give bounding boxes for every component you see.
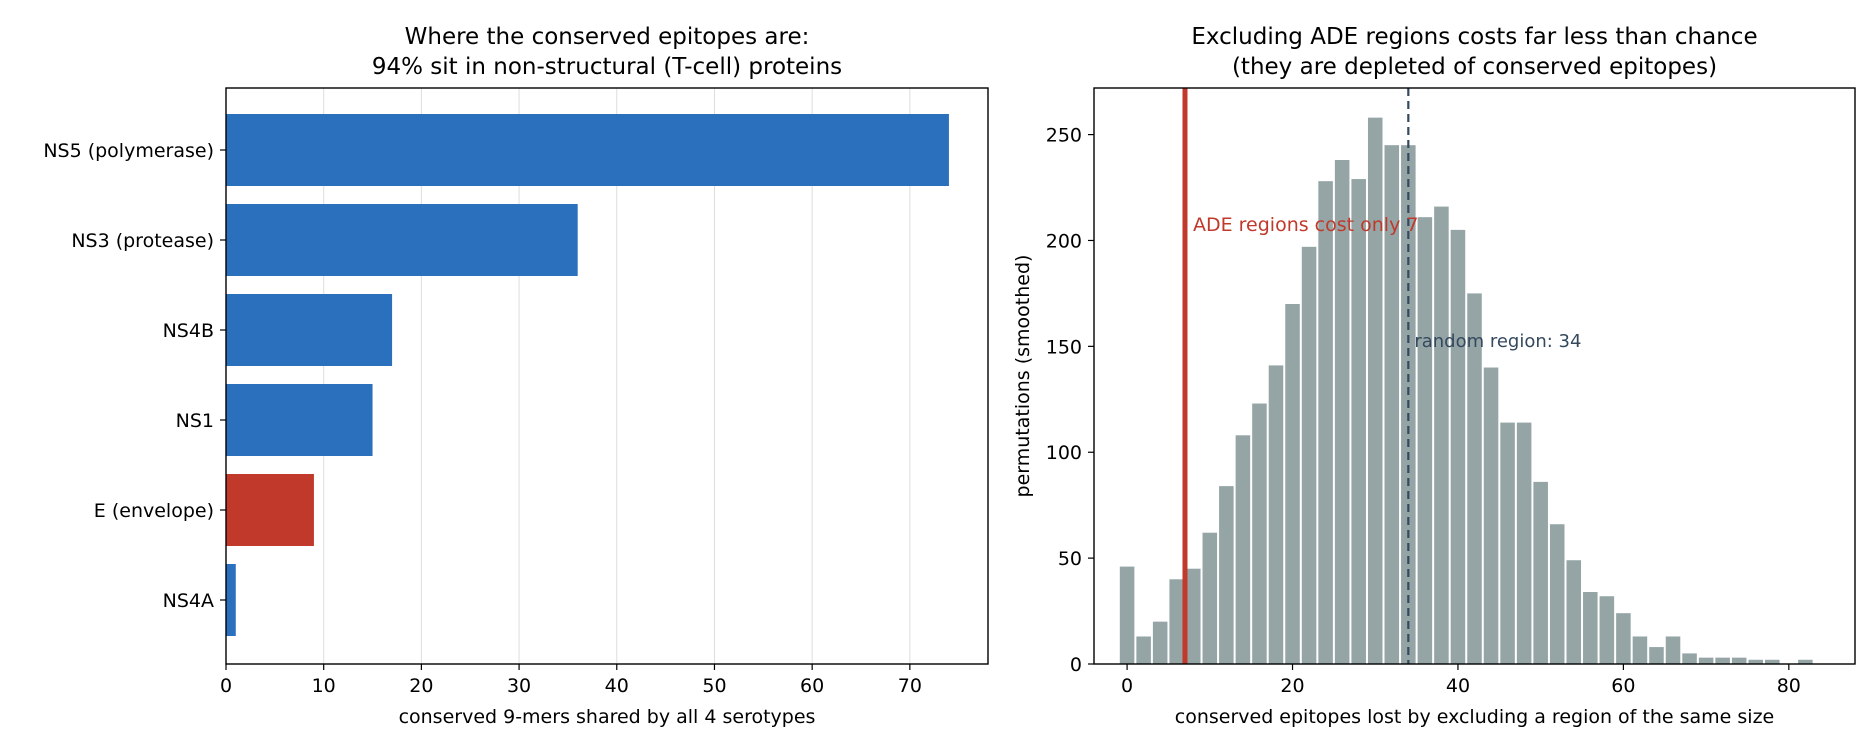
bar	[226, 204, 578, 276]
x-tick-label: 50	[702, 675, 726, 697]
histogram-bar	[1516, 422, 1532, 664]
histogram-bar	[1698, 657, 1714, 664]
chart-title-line1: Where the conserved epitopes are:	[405, 24, 810, 50]
histogram-bar	[1616, 613, 1631, 664]
x-tick-label: 20	[409, 675, 433, 697]
histogram-bar	[1748, 659, 1764, 664]
ade-annotation: ADE regions cost only 7	[1193, 214, 1418, 236]
histogram-bar	[1665, 636, 1681, 664]
chart-title-line2: (they are depleted of conserved epitopes…	[1232, 54, 1717, 80]
y-tick-label: 200	[1046, 230, 1082, 252]
y-tick-label: 0	[1070, 654, 1082, 676]
histogram-bar	[1731, 657, 1747, 664]
y-tick-label: NS3 (protease)	[71, 230, 214, 252]
y-tick-label: NS4A	[163, 590, 214, 612]
histogram-bar	[1632, 636, 1648, 664]
plot-frame	[1093, 87, 1856, 665]
histogram-bar	[1252, 403, 1267, 664]
plot-frame	[225, 87, 989, 665]
x-tick-label: 60	[1611, 675, 1635, 697]
bar-envelope	[226, 474, 314, 546]
histogram-bar	[1417, 217, 1433, 665]
histogram-bar	[1119, 566, 1135, 664]
histogram-bar	[1152, 621, 1168, 664]
histogram-bar	[1434, 206, 1449, 664]
histogram-bar	[1185, 568, 1201, 664]
histogram-bar	[1318, 181, 1333, 665]
x-tick-label: 40	[1446, 675, 1470, 697]
y-axis-label: permutations (smoothed)	[1012, 255, 1034, 498]
chart-title-line1: Excluding ADE regions costs far less tha…	[1191, 24, 1757, 50]
x-tick-label: 80	[1777, 675, 1801, 697]
histogram-bar	[1765, 659, 1780, 664]
x-tick-label: 30	[507, 675, 531, 697]
x-tick-label: 70	[898, 675, 922, 697]
histogram-bar	[1798, 659, 1813, 664]
right-panel: ADE regions cost only 7 random region: 34…	[1012, 24, 1856, 728]
histogram-bar	[1533, 481, 1548, 664]
histogram-bar	[1483, 367, 1499, 664]
x-tick-label: 0	[220, 675, 232, 697]
histogram-bar	[1136, 636, 1151, 664]
histogram-bar	[1450, 229, 1466, 664]
x-tick-label: 60	[800, 675, 824, 697]
y-tick-label: E (envelope)	[94, 500, 214, 522]
histogram-bar	[1649, 647, 1664, 664]
histogram-bar	[1334, 160, 1350, 664]
bar	[226, 384, 373, 456]
bar	[226, 564, 236, 636]
histogram-bar	[1285, 304, 1300, 664]
x-tick-label: 10	[312, 675, 336, 697]
y-tick-label: 250	[1046, 125, 1082, 147]
histogram-bar	[1566, 560, 1582, 664]
y-tick-label: 50	[1058, 548, 1082, 570]
histogram-bar	[1682, 653, 1697, 664]
bar	[226, 114, 949, 186]
histogram-bar	[1549, 524, 1565, 664]
x-axis-label: conserved epitopes lost by excluding a r…	[1175, 706, 1775, 728]
x-tick-label: 40	[605, 675, 629, 697]
y-tick-label: NS1	[176, 410, 214, 432]
histogram-bar	[1351, 179, 1366, 664]
y-tick-label: NS4B	[163, 320, 214, 342]
histogram-bar	[1268, 365, 1284, 664]
histogram-bar	[1583, 592, 1598, 664]
histogram-bar	[1235, 435, 1251, 664]
histogram-bar	[1301, 246, 1317, 664]
random-annotation: random region: 34	[1414, 331, 1581, 352]
y-tick-label: NS5 (polymerase)	[43, 140, 214, 162]
bar	[226, 294, 393, 366]
histogram-bar	[1500, 422, 1515, 664]
histogram-bar	[1599, 596, 1615, 664]
histogram-bar	[1169, 579, 1184, 664]
histogram-bar	[1367, 117, 1383, 665]
histogram-bar	[1467, 293, 1482, 664]
x-tick-label: 20	[1280, 675, 1304, 697]
y-tick-label: 150	[1046, 336, 1082, 358]
left-panel: NS5 (polymerase) NS3 (protease) NS4B NS1 E (…	[43, 24, 989, 728]
y-tick-label: 100	[1046, 442, 1082, 464]
x-tick-label: 0	[1121, 675, 1133, 697]
histogram-bar	[1219, 486, 1234, 664]
histogram-bar	[1384, 145, 1400, 665]
chart-title-line2: 94% sit in non-structural (T-cell) prote…	[372, 54, 842, 80]
histogram-bar	[1202, 532, 1218, 664]
histogram-bar	[1715, 657, 1730, 664]
x-axis-label: conserved 9-mers shared by all 4 serotyp…	[399, 706, 816, 728]
